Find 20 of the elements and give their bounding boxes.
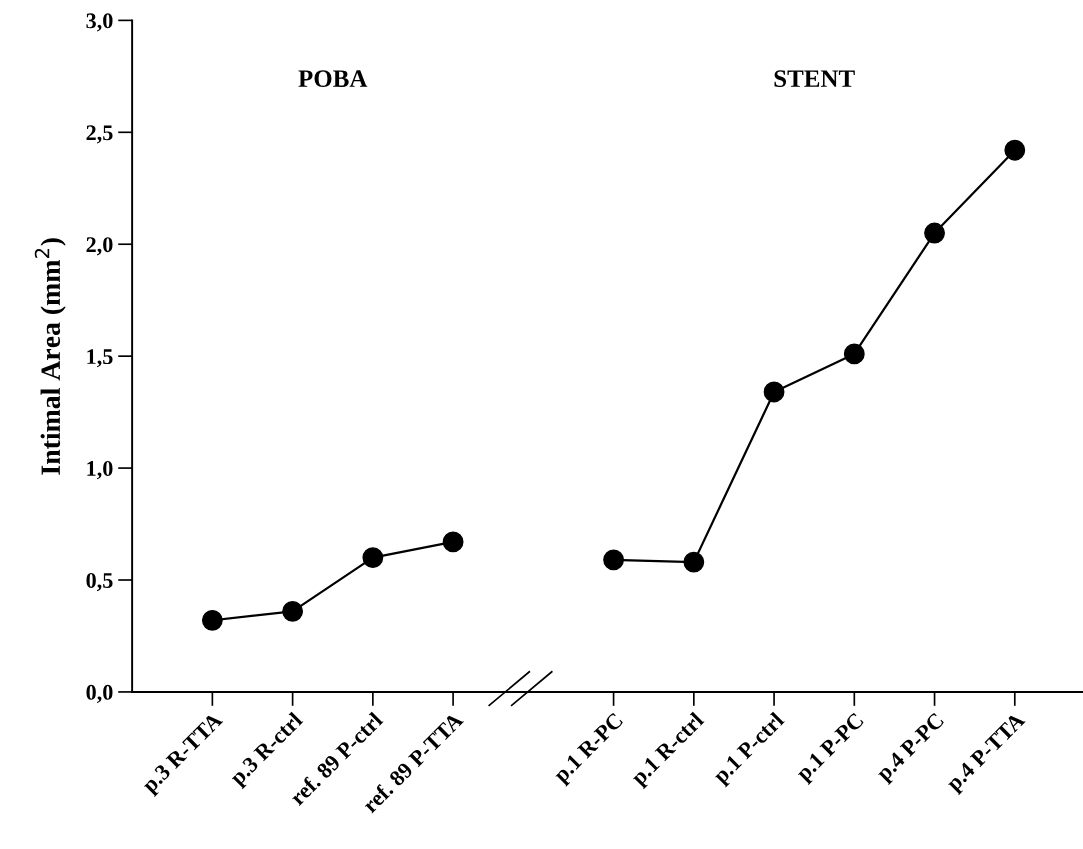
y-tick-label: 2,5 (86, 125, 113, 144)
y-tick-label: 3,0 (86, 13, 113, 32)
point (442, 531, 464, 553)
annotation: POBA (298, 70, 368, 88)
point (843, 343, 865, 365)
point (1004, 139, 1026, 161)
point (282, 600, 304, 622)
y-tick-label: 0,5 (86, 572, 113, 592)
annotation: STENT (774, 70, 855, 88)
y-tick-label: 0,0 (86, 684, 113, 704)
point (924, 222, 945, 244)
y-tick-label: 1,0 (87, 461, 113, 480)
y-tick-label: 1,5 (87, 349, 113, 368)
y-axis-title: Intimal Area (mm$^{2}$) (34, 238, 66, 475)
point (603, 549, 624, 571)
point (362, 547, 384, 569)
point (683, 551, 705, 573)
point (763, 381, 785, 403)
point (201, 609, 223, 631)
y-tick-label: 2,0 (86, 237, 113, 256)
